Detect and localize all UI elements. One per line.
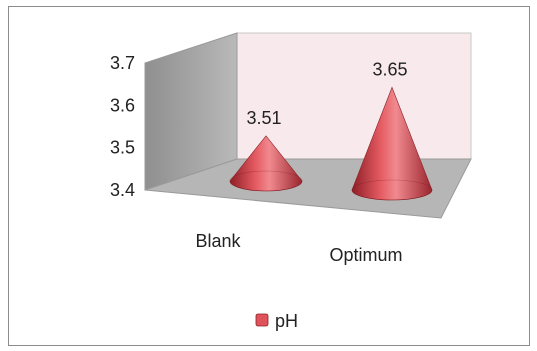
data-label: 3.65 bbox=[372, 59, 407, 79]
chart-canvas: 3.4 3.5 3.6 3.7 Blank Optimum 3.51 3.65 pH bbox=[110, 32, 472, 331]
y-tick-label: 3.7 bbox=[110, 53, 135, 73]
back-wall bbox=[236, 32, 472, 160]
legend: pH bbox=[255, 311, 298, 331]
data-label: 3.51 bbox=[246, 108, 281, 128]
data-labels: 3.51 3.65 bbox=[246, 59, 407, 127]
y-axis-ticks: 3.4 3.5 3.6 3.7 bbox=[110, 53, 135, 200]
cone-body bbox=[351, 86, 433, 201]
cone-body bbox=[229, 135, 303, 192]
chart-cones bbox=[229, 86, 433, 201]
y-tick-label: 3.6 bbox=[110, 95, 135, 115]
cone-optimum bbox=[351, 86, 433, 201]
cone-base bbox=[351, 179, 433, 201]
legend-label-ph: pH bbox=[275, 311, 298, 331]
y-tick-label: 3.4 bbox=[110, 180, 135, 200]
legend-swatch-ph bbox=[255, 313, 269, 327]
x-axis-categories: Blank Optimum bbox=[195, 231, 402, 265]
cone-base bbox=[229, 170, 303, 192]
y-tick-label: 3.5 bbox=[110, 138, 135, 158]
x-category-label: Blank bbox=[195, 231, 241, 251]
chart-frame: 3.4 3.5 3.6 3.7 Blank Optimum 3.51 3.65 pH bbox=[8, 6, 530, 346]
x-category-label: Optimum bbox=[329, 245, 402, 265]
cone-blank bbox=[229, 135, 303, 192]
